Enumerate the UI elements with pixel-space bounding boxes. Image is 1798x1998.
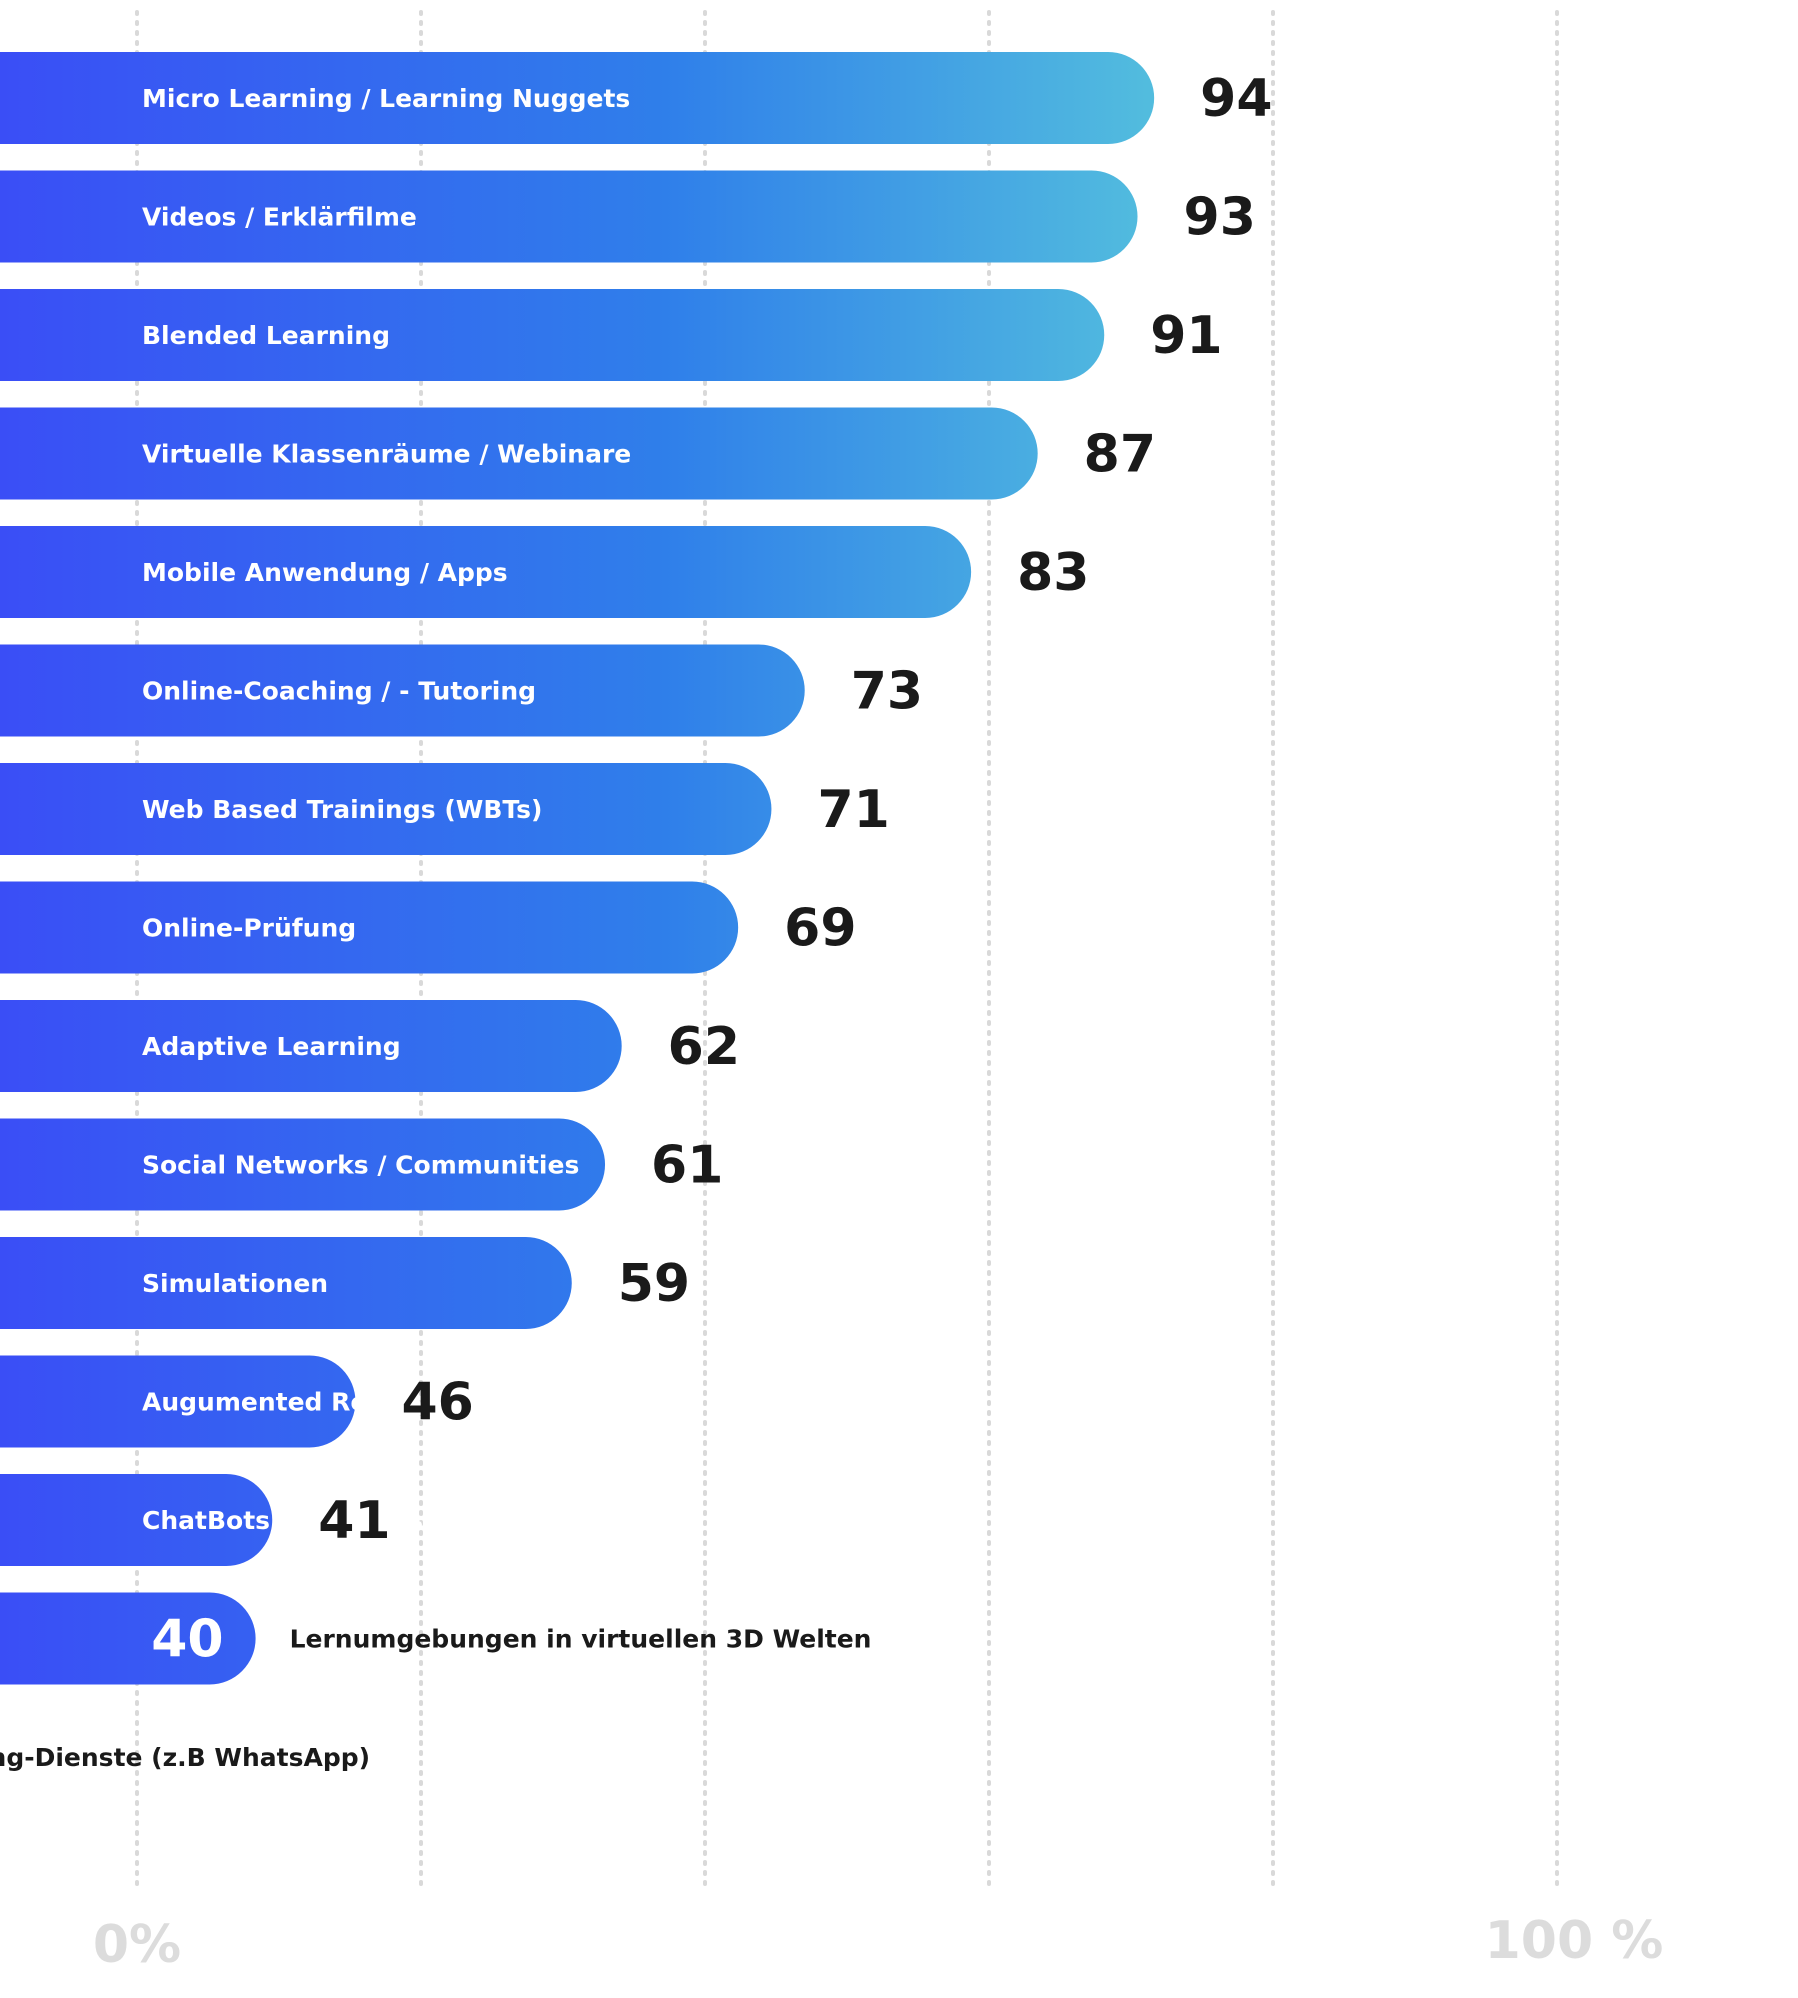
category-label: Blended Learning — [142, 321, 390, 350]
category-label: Adaptive Learning — [142, 1032, 401, 1061]
value-label: 91 — [1150, 306, 1222, 366]
bar-row: Web Based Trainings (WBTs) 71 — [0, 763, 890, 855]
value-label: 41 — [318, 1491, 390, 1551]
category-label: Videos / Erklärfilme — [142, 203, 417, 232]
category-label: Online-Coaching / - Tutoring — [142, 677, 536, 706]
value-label: 61 — [651, 1136, 723, 1196]
value-label: 94 — [1200, 69, 1272, 129]
category-label: Simulationen — [142, 1269, 328, 1298]
bar-row: Simulationen 59 — [0, 1237, 690, 1329]
category-label: Mobile Anwendung / Apps — [142, 558, 508, 587]
bar-row: Adaptive Learning 62 — [0, 1000, 740, 1092]
bar-row: 40 Lernumgebungen in virtuellen 3D Welten — [0, 1592, 872, 1685]
value-label: 46 — [401, 1373, 473, 1433]
bar-row: Online-Coaching / - Tutoring 73 — [0, 644, 923, 737]
bar-row: Virtuelle Klassenräume / Webinare 87 — [0, 407, 1156, 500]
category-label: Augumented Reality / Mixed Reality — [142, 1388, 648, 1417]
bar-row: Mobile Anwendung / Apps 83 — [0, 526, 1089, 618]
bars: Micro Learning / Learning Nuggets 94 Video… — [0, 52, 1273, 1772]
bar — [0, 1000, 622, 1092]
value-label: 83 — [1017, 543, 1089, 603]
bar — [0, 526, 972, 618]
category-label: Messaging-Dienste (z.B WhatsApp) — [0, 1743, 370, 1772]
category-label: Lernumgebungen in virtuellen 3D Welten — [290, 1625, 872, 1654]
bar-row: Social Networks / Communities 61 — [0, 1118, 723, 1211]
axis-min-label: 0% — [93, 1915, 181, 1975]
value-label: 59 — [618, 1254, 690, 1314]
bar — [0, 763, 772, 855]
value-label: 73 — [851, 662, 923, 722]
bar — [0, 1118, 606, 1211]
bar-row: 15Messaging-Dienste (z.B WhatsApp) — [0, 1743, 370, 1772]
bar-row: Online-Prüfung 69 — [0, 881, 857, 974]
bar — [0, 1592, 256, 1685]
bar-row: Videos / Erklärfilme 93 — [0, 170, 1256, 263]
bar — [0, 1237, 572, 1329]
value-label: 71 — [817, 780, 889, 840]
bar-row: Micro Learning / Learning Nuggets 94 — [0, 52, 1273, 144]
category-label: ChatBots / Learnassistenten — [142, 1506, 540, 1535]
category-label: Online-Prüfung — [142, 914, 356, 943]
value-label: 40 — [151, 1610, 223, 1670]
category-label: Social Networks / Communities — [142, 1151, 579, 1180]
category-label: Web Based Trainings (WBTs) — [142, 795, 542, 824]
bar — [0, 407, 1038, 500]
category-label: Micro Learning / Learning Nuggets — [142, 84, 630, 113]
bar-row: Blended Learning 91 — [0, 289, 1223, 381]
bar — [0, 52, 1155, 144]
bar — [0, 644, 805, 737]
axis-max-label: 100 % — [1485, 1911, 1664, 1971]
value-label: 62 — [668, 1017, 740, 1077]
bar — [0, 881, 739, 974]
bar — [0, 1474, 273, 1566]
value-label: 69 — [784, 899, 856, 959]
bar — [0, 289, 1105, 381]
bar — [0, 170, 1138, 263]
category-label: Virtuelle Klassenräume / Webinare — [142, 440, 631, 469]
bar — [0, 1355, 356, 1448]
value-label: 93 — [1184, 188, 1256, 248]
value-label: 87 — [1084, 425, 1156, 485]
